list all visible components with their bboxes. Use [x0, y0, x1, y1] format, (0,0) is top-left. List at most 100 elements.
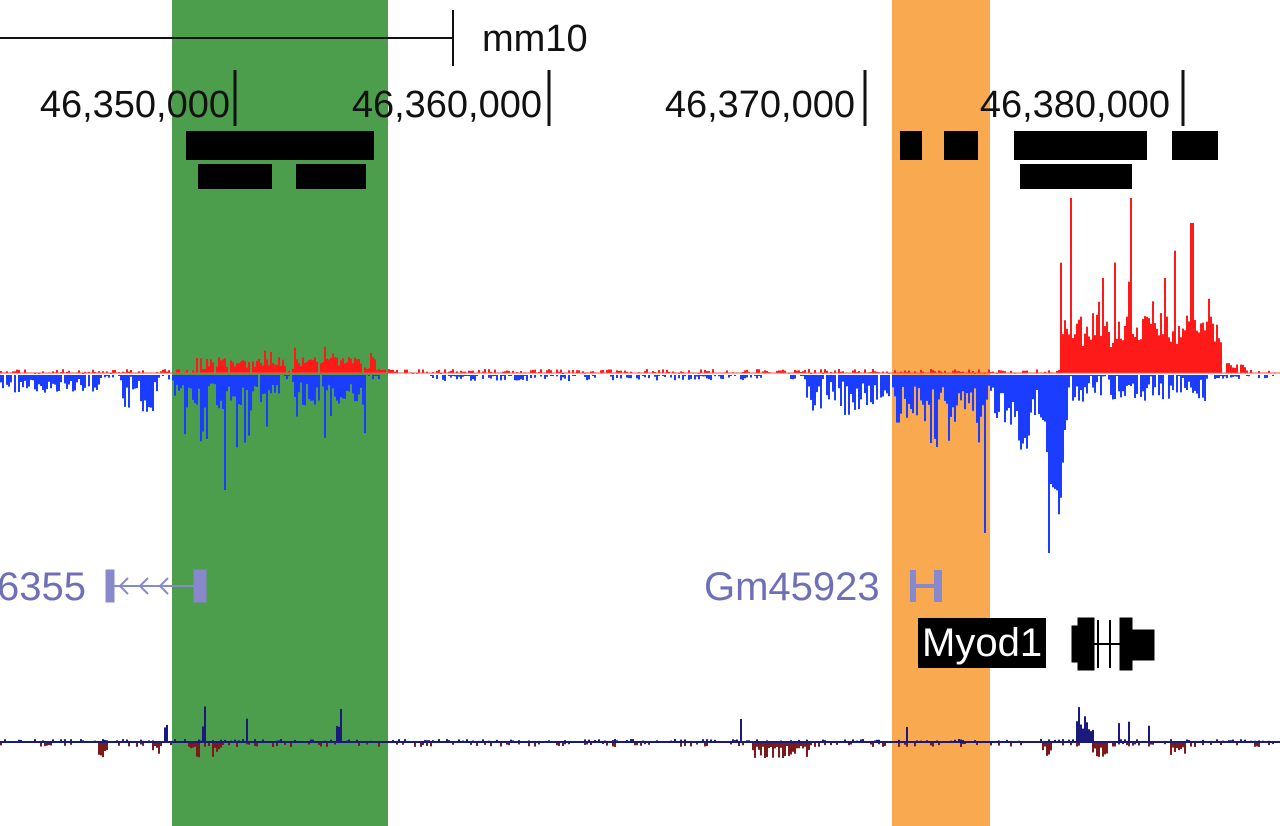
conservation-bar	[1132, 743, 1134, 746]
signal-bar	[936, 375, 938, 448]
conservation-bar	[1174, 743, 1176, 753]
signal-bar	[750, 375, 752, 378]
signal-bar	[874, 375, 876, 386]
signal-bar	[1124, 325, 1126, 373]
signal-bar	[496, 375, 498, 381]
signal-bar	[224, 375, 226, 490]
conservation-bar	[246, 743, 248, 745]
signal-bar	[506, 370, 508, 373]
signal-bar	[246, 375, 248, 391]
conservation-bar	[430, 743, 432, 747]
signal-bar	[1170, 341, 1172, 373]
ruler-label: 46,370,000	[664, 84, 855, 126]
signal-bar	[1118, 375, 1120, 392]
signal-bar	[46, 375, 48, 390]
signal-bar	[160, 371, 162, 373]
signal-bar	[638, 375, 640, 380]
gene-label-gm46355[interactable]: 6355	[0, 565, 86, 609]
signal-bar	[358, 375, 360, 395]
conservation-bar	[1182, 743, 1184, 748]
signal-bar	[642, 375, 644, 376]
signal-bar	[818, 375, 820, 387]
signal-bar	[972, 371, 974, 373]
conservation-bar	[158, 743, 160, 754]
conservation-bar	[774, 743, 776, 749]
signal-bar	[310, 359, 312, 373]
conservation-bar	[1084, 716, 1086, 742]
signal-bar	[1232, 375, 1234, 377]
signal-bar	[1014, 375, 1016, 417]
conservation-bar	[870, 743, 872, 745]
signal-bar	[88, 375, 90, 387]
conservation-bar	[804, 743, 806, 747]
signal-bar	[832, 375, 834, 392]
signal-bar	[696, 375, 698, 377]
conservation-bar	[958, 739, 960, 742]
conservation-bar	[1190, 743, 1192, 747]
signal-bar	[1010, 370, 1012, 373]
signal-bar	[702, 375, 704, 377]
conservation-bar	[402, 743, 404, 745]
signal-bar	[572, 370, 574, 373]
signal-bar	[1194, 375, 1196, 391]
signal-bar	[636, 375, 638, 379]
signal-bar	[806, 375, 808, 398]
signal-bar	[1086, 375, 1088, 394]
signal-bar	[942, 375, 944, 388]
signal-bar	[210, 375, 212, 384]
signal-bar	[1126, 316, 1128, 373]
signal-bar	[210, 359, 212, 373]
signal-bar	[600, 370, 602, 373]
signal-bar	[84, 371, 86, 373]
conservation-bar	[280, 739, 282, 742]
signal-bar	[118, 371, 120, 373]
gene-label-myod1[interactable]: Myod1	[918, 618, 1047, 668]
signal-bar	[260, 375, 262, 403]
signal-bar	[1172, 331, 1174, 373]
conservation-bar	[398, 739, 400, 742]
conservation-bar	[684, 743, 686, 747]
signal-bar	[1004, 371, 1006, 373]
signal-bar	[700, 369, 702, 373]
signal-bar	[1088, 375, 1090, 384]
signal-bar	[256, 360, 258, 373]
conservation-bar	[1106, 743, 1108, 754]
conservation-bar	[598, 739, 600, 742]
signal-bar	[996, 375, 998, 418]
signal-bar	[552, 375, 554, 376]
signal-bar	[200, 375, 202, 442]
signal-bar	[286, 375, 288, 380]
signal-bar	[1228, 363, 1230, 373]
conservation-bar	[294, 739, 296, 742]
conservation-bar	[104, 743, 106, 751]
signal-bar	[584, 375, 586, 377]
conservation-bar	[20, 739, 22, 742]
signal-bar	[960, 375, 962, 401]
signal-bar	[616, 370, 618, 373]
signal-bar	[366, 368, 368, 373]
conservation-bar	[1240, 739, 1242, 742]
conservation-bar	[1184, 743, 1186, 754]
signal-bar	[704, 375, 706, 377]
signal-bar	[118, 375, 120, 376]
signal-bar	[944, 375, 946, 401]
signal-bar	[1132, 333, 1134, 373]
signal-minus-strand	[0, 375, 1274, 553]
signal-bar	[262, 365, 264, 373]
signal-bar	[1028, 375, 1030, 436]
signal-bar	[66, 375, 68, 389]
signal-bar	[656, 375, 658, 381]
signal-bar	[308, 375, 310, 400]
signal-bar	[18, 375, 20, 392]
conservation-bar	[772, 743, 774, 758]
signal-bar	[1216, 324, 1218, 373]
signal-bar	[1246, 370, 1248, 373]
signal-bar	[270, 351, 272, 373]
gene-label-gm45923[interactable]: Gm45923	[704, 565, 880, 609]
conservation-bar	[40, 743, 42, 747]
signal-bar	[884, 375, 886, 391]
conservation-bar	[782, 743, 784, 758]
signal-bar	[874, 371, 876, 373]
signal-bar	[1230, 365, 1232, 373]
